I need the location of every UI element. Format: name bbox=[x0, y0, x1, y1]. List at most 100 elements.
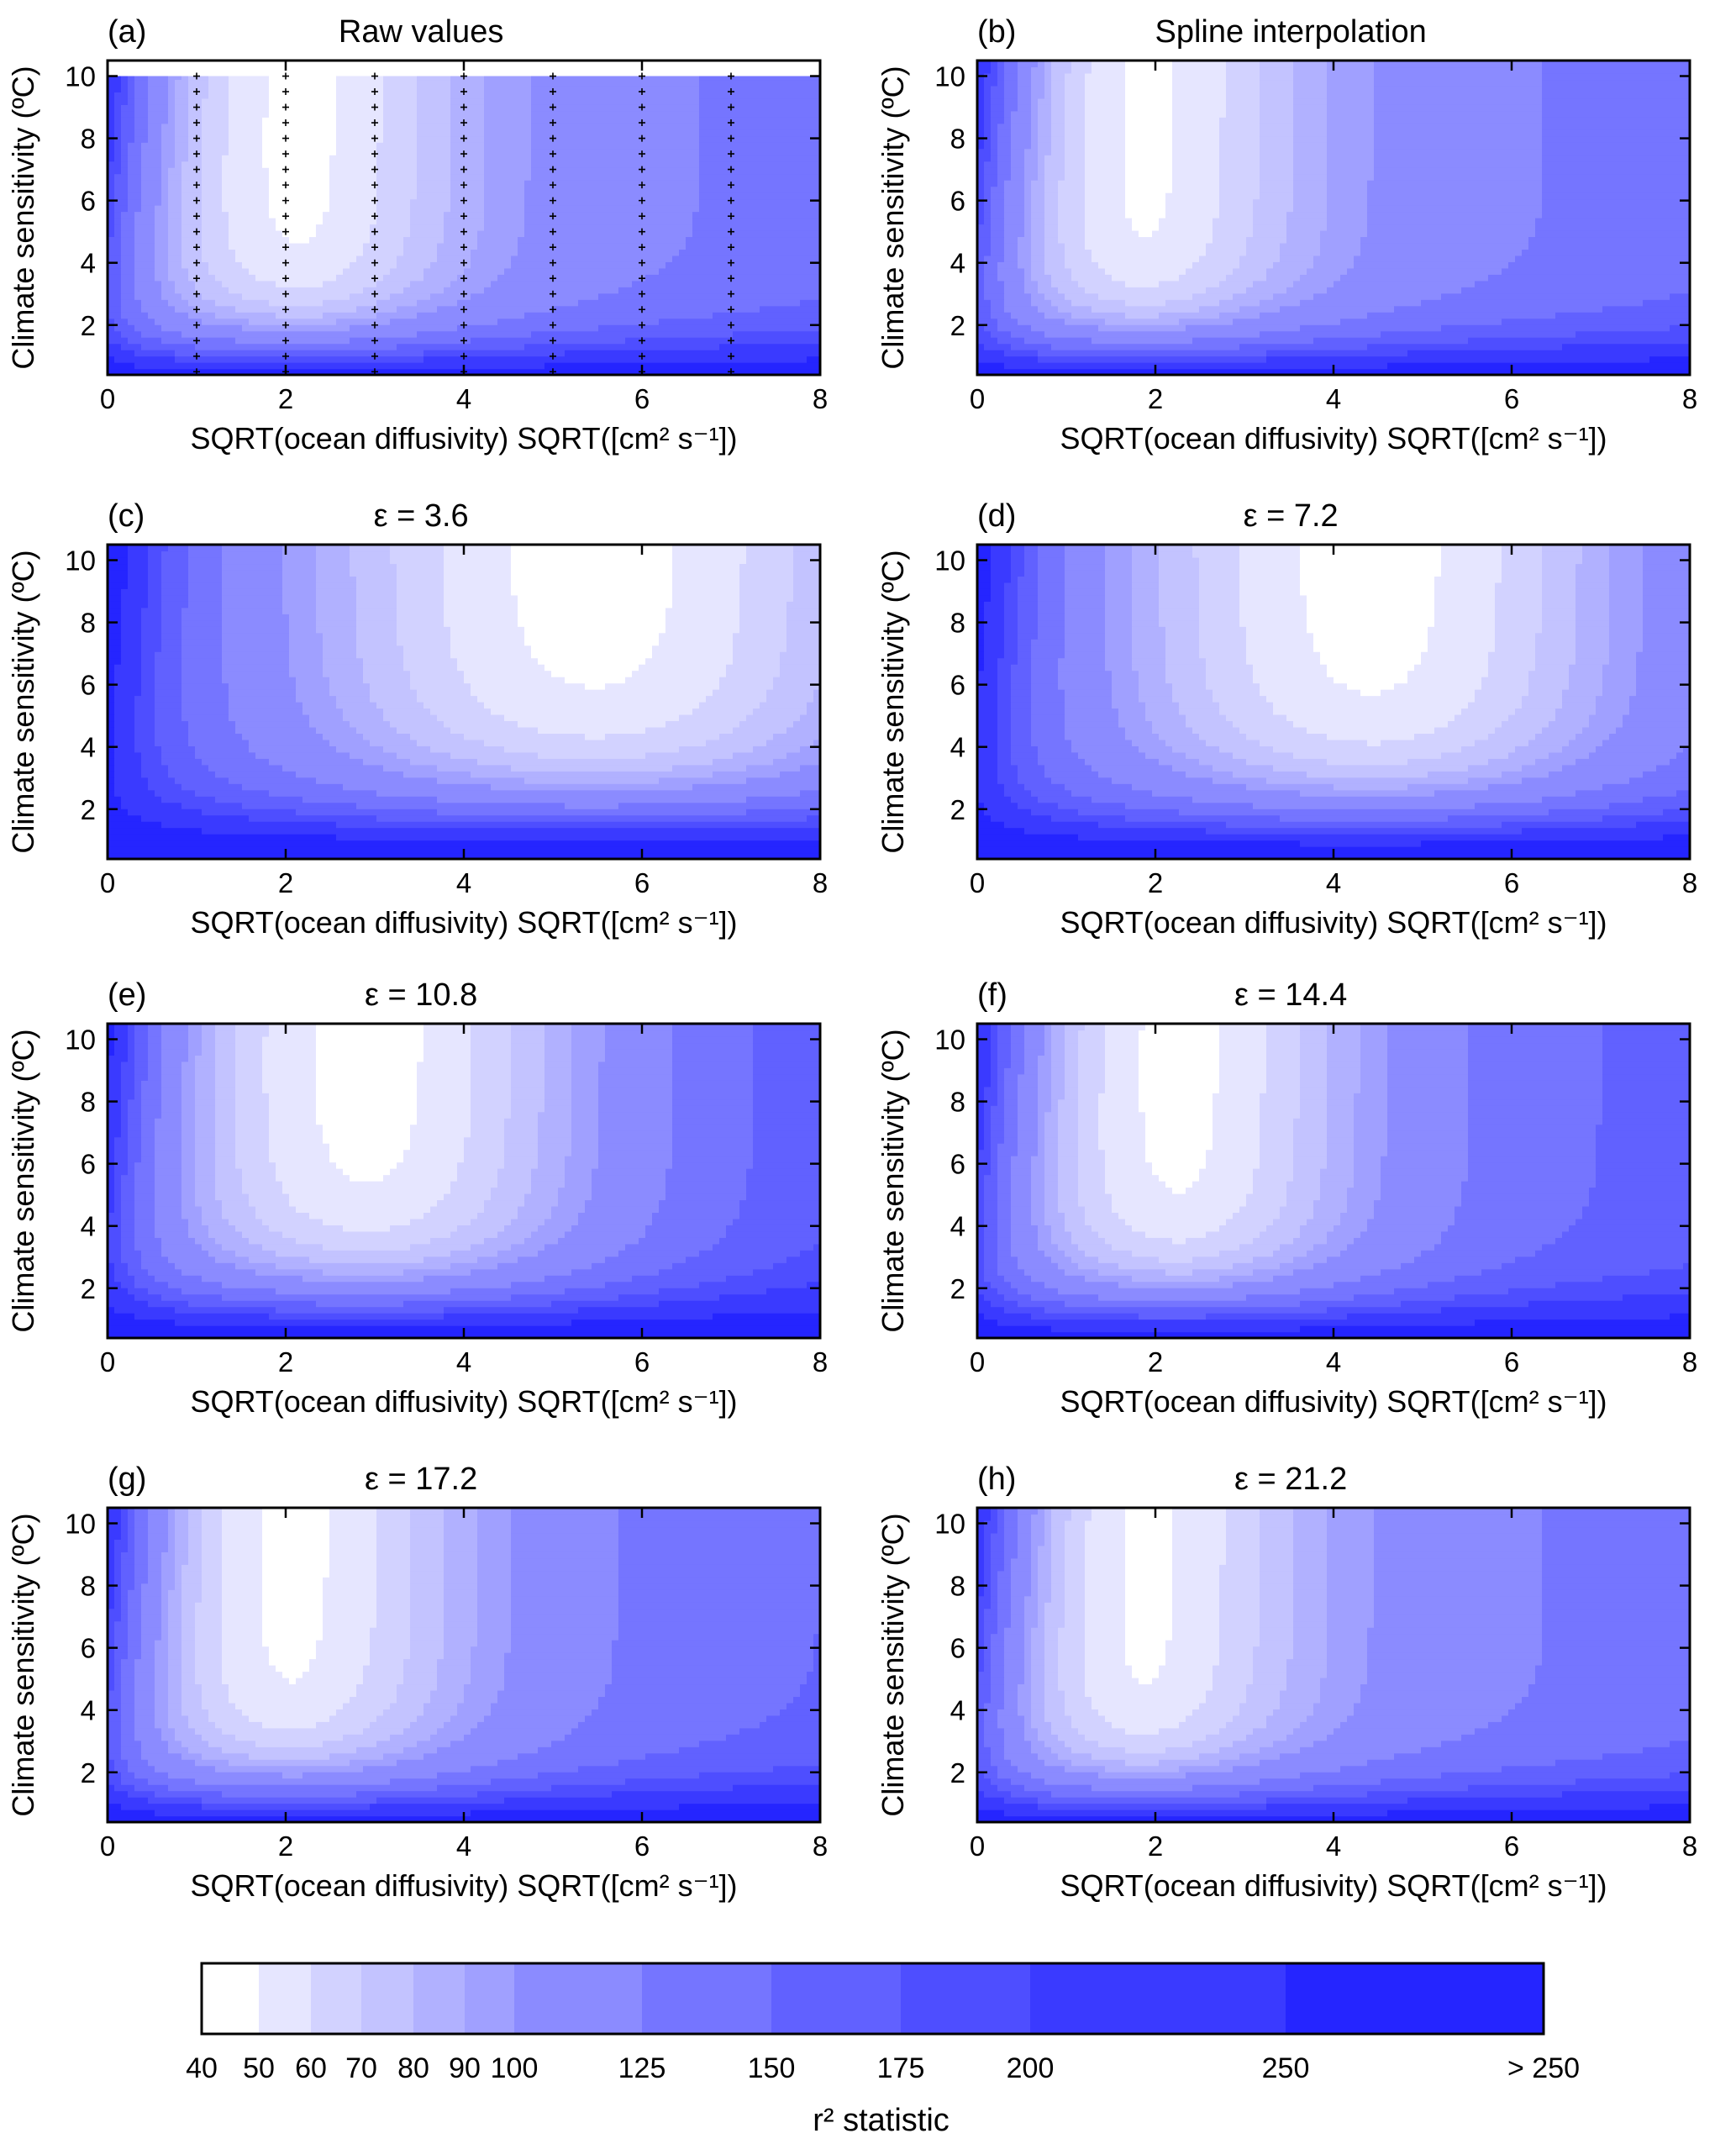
heatmap-cell bbox=[134, 236, 142, 244]
heatmap-cell bbox=[773, 267, 781, 275]
heatmap-cell bbox=[484, 148, 492, 155]
heatmap-cell bbox=[578, 218, 586, 225]
heatmap-cell bbox=[524, 148, 532, 155]
heatmap-cell bbox=[692, 337, 700, 345]
heatmap-cell bbox=[665, 180, 673, 187]
heatmap-cell bbox=[665, 148, 673, 155]
heatmap-cell bbox=[464, 85, 471, 92]
heatmap-cell bbox=[376, 224, 384, 231]
heatmap-cell bbox=[450, 205, 458, 213]
heatmap-cell bbox=[370, 312, 377, 319]
heatmap-cell bbox=[518, 167, 525, 175]
heatmap-cell bbox=[524, 368, 532, 375]
heatmap-cell bbox=[262, 218, 270, 225]
heatmap-cell bbox=[148, 72, 155, 81]
heatmap-cell bbox=[618, 299, 626, 307]
heatmap-cell bbox=[356, 161, 364, 168]
heatmap-cell bbox=[403, 161, 411, 168]
heatmap-cell bbox=[672, 249, 680, 256]
heatmap-cell bbox=[323, 267, 330, 275]
heatmap-cell bbox=[309, 337, 317, 345]
heatmap-cell bbox=[437, 356, 445, 363]
heatmap-cell bbox=[618, 280, 626, 287]
heatmap-cell bbox=[370, 249, 377, 256]
heatmap-cell bbox=[739, 148, 747, 155]
heatmap-cell bbox=[437, 135, 445, 143]
heatmap-cell bbox=[410, 242, 418, 250]
heatmap-cell bbox=[497, 85, 505, 92]
heatmap-cell bbox=[504, 155, 512, 162]
heatmap-cell bbox=[739, 85, 747, 92]
heatmap-cell bbox=[713, 324, 720, 332]
heatmap-cell bbox=[363, 255, 371, 262]
heatmap-cell bbox=[565, 236, 572, 244]
heatmap-cell bbox=[518, 142, 525, 150]
heatmap-cell bbox=[350, 280, 357, 287]
heatmap-cell bbox=[652, 135, 660, 143]
heatmap-cell bbox=[108, 224, 115, 231]
heatmap-cell bbox=[249, 92, 256, 99]
heatmap-cell bbox=[551, 299, 559, 307]
heatmap-cell bbox=[383, 292, 391, 300]
heatmap-cell bbox=[181, 117, 189, 124]
heatmap-cell bbox=[686, 362, 693, 370]
heatmap-cell bbox=[686, 92, 693, 99]
heatmap-cell bbox=[538, 79, 545, 87]
heatmap-cell bbox=[269, 123, 276, 130]
heatmap-cell bbox=[202, 229, 209, 238]
heatmap-cell bbox=[309, 180, 317, 187]
heatmap-cell bbox=[504, 343, 512, 350]
heatmap-cell bbox=[672, 97, 680, 105]
heatmap-cell bbox=[518, 155, 525, 162]
heatmap-cell bbox=[571, 205, 579, 213]
heatmap-cell bbox=[437, 305, 445, 313]
heatmap-cell bbox=[249, 148, 256, 155]
heatmap-cell bbox=[652, 173, 660, 181]
heatmap-cell bbox=[665, 85, 673, 92]
heatmap-cell bbox=[598, 236, 606, 244]
heatmap-cell bbox=[652, 362, 660, 370]
heatmap-cell bbox=[612, 205, 619, 213]
heatmap-cell bbox=[161, 337, 169, 345]
heatmap-cell bbox=[746, 362, 754, 370]
heatmap-cell bbox=[625, 155, 633, 162]
heatmap-cell bbox=[511, 97, 518, 105]
heatmap-cell bbox=[302, 129, 310, 137]
heatmap-cell bbox=[464, 312, 471, 319]
heatmap-cell bbox=[457, 155, 465, 162]
heatmap-cell bbox=[410, 161, 418, 168]
heatmap-cell bbox=[491, 299, 498, 307]
heatmap-cell bbox=[578, 292, 586, 300]
heatmap-cell bbox=[719, 267, 727, 275]
heatmap-cell bbox=[114, 330, 122, 338]
heatmap-cell bbox=[350, 135, 357, 143]
heatmap-cell bbox=[571, 198, 579, 206]
heatmap-cell bbox=[524, 343, 532, 350]
heatmap-cell bbox=[632, 292, 639, 300]
heatmap-cell bbox=[269, 274, 276, 282]
heatmap-cell bbox=[229, 186, 236, 193]
heatmap-cell bbox=[538, 173, 545, 181]
heatmap-cell bbox=[497, 148, 505, 155]
heatmap-cell bbox=[161, 229, 169, 238]
heatmap-cell bbox=[565, 192, 572, 200]
heatmap-cell bbox=[155, 362, 162, 370]
heatmap-cell bbox=[276, 110, 283, 118]
heatmap-cell bbox=[121, 198, 129, 206]
heatmap-cell bbox=[195, 343, 203, 350]
heatmap-cell bbox=[155, 343, 162, 350]
heatmap-cell bbox=[410, 123, 418, 130]
heatmap-cell bbox=[370, 267, 377, 275]
heatmap-cell bbox=[397, 299, 404, 307]
heatmap-cell bbox=[296, 274, 303, 282]
heatmap-cell bbox=[491, 255, 498, 262]
heatmap-cell bbox=[713, 180, 720, 187]
heatmap-cell bbox=[289, 224, 297, 231]
heatmap-cell bbox=[699, 148, 707, 155]
heatmap-cell bbox=[410, 180, 418, 187]
heatmap-cell bbox=[585, 330, 592, 338]
heatmap-cell bbox=[518, 104, 525, 112]
heatmap-cell bbox=[249, 292, 256, 300]
heatmap-cell bbox=[323, 211, 330, 219]
heatmap-cell bbox=[181, 280, 189, 287]
